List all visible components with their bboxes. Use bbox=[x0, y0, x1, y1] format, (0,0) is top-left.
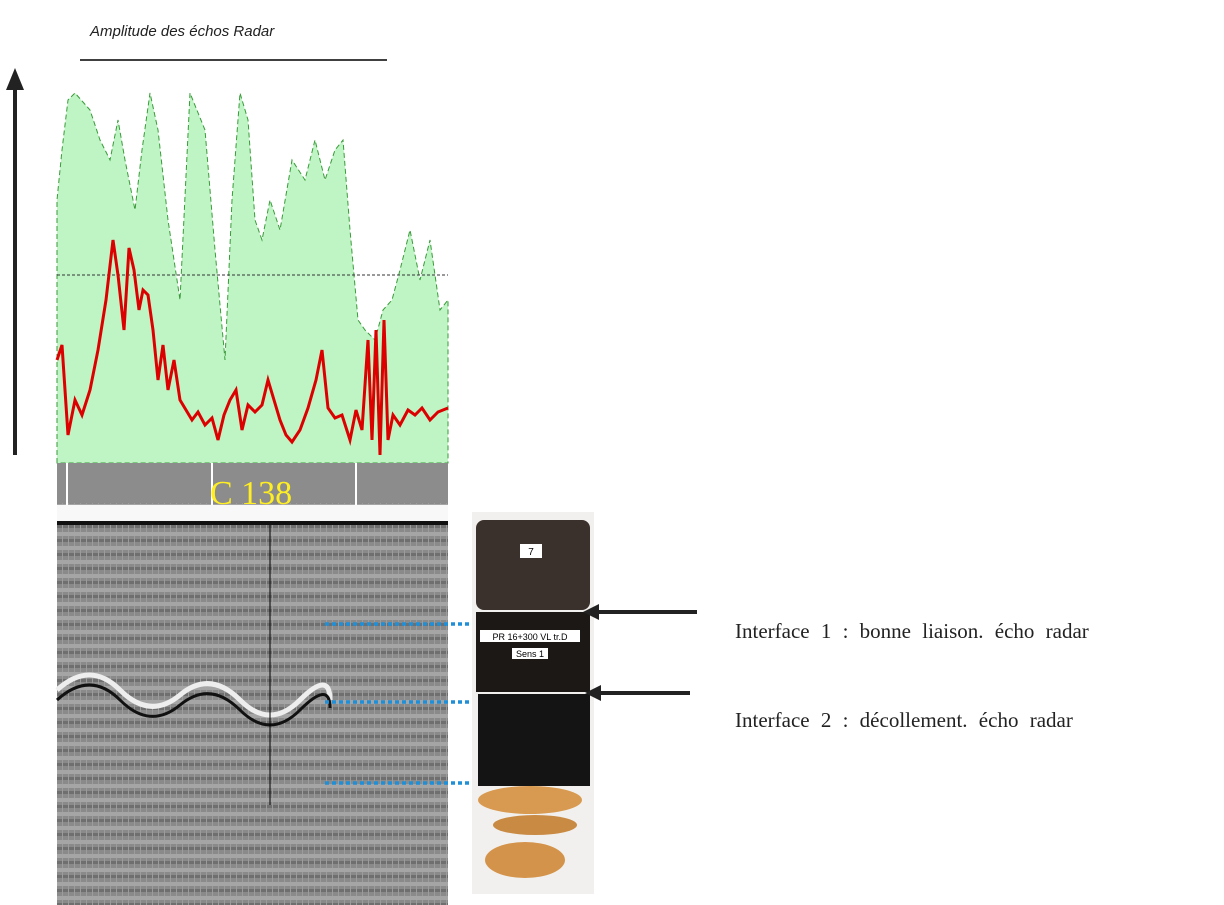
annotation: Interface 2 : décollement. écho radar bbox=[735, 708, 1073, 732]
amplitude-title: Amplitude des échos Radar bbox=[89, 23, 275, 40]
figure: Amplitude des échos Radar C 138 7 PR 16+… bbox=[0, 0, 1224, 905]
core-tag: PR 16+300 VL tr.D bbox=[493, 632, 568, 642]
core-direction: Sens 1 bbox=[516, 649, 544, 659]
core-layer-1 bbox=[476, 520, 590, 610]
axis-arrow-head bbox=[6, 68, 24, 90]
core-base bbox=[493, 815, 577, 835]
core-number: 7 bbox=[528, 547, 534, 558]
radargram-label: C 138 bbox=[210, 475, 292, 512]
core-base bbox=[485, 842, 565, 878]
core-base bbox=[478, 786, 582, 814]
annotation: Interface 1 : bonne liaison. écho radar bbox=[735, 619, 1089, 643]
core-layer-3 bbox=[478, 694, 590, 786]
surface-echo-dark bbox=[57, 521, 448, 525]
page: Amplitude des échos Radar C 138 7 PR 16+… bbox=[0, 0, 1224, 905]
